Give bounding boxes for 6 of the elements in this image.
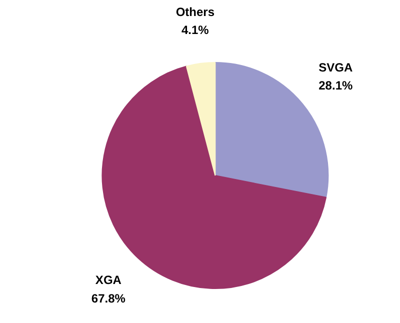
slice-label: Others [176,4,215,19]
slice-label: SVGA [318,60,353,74]
data-label: 28.1% [318,78,353,93]
data-label: 4.1% [181,23,210,38]
slice-label: XGA [95,273,122,288]
data-label: 67.8% [91,291,126,306]
